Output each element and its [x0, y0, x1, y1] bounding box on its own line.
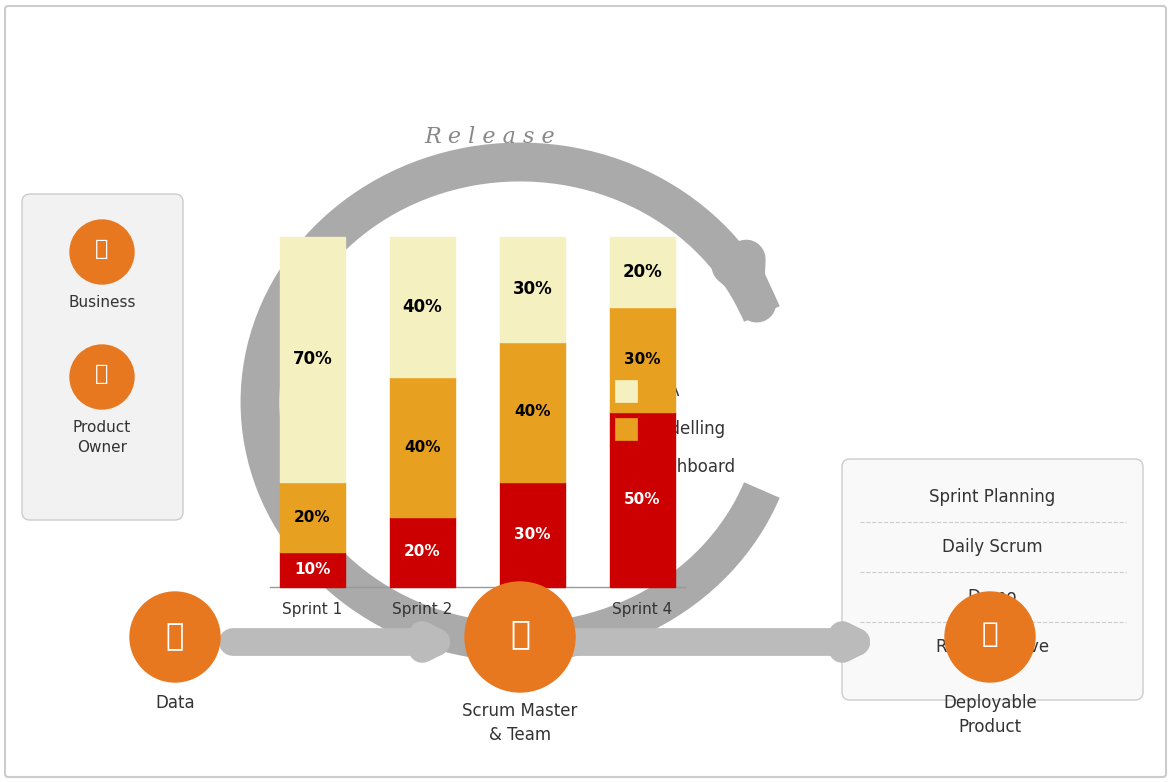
Bar [609, 307, 675, 412]
Text: 50%: 50% [625, 492, 661, 507]
Text: Sprint 4: Sprint 4 [613, 602, 673, 617]
Bar [280, 237, 345, 482]
Bar [280, 552, 345, 587]
Text: 40%: 40% [403, 298, 442, 316]
Text: 30%: 30% [515, 527, 551, 542]
Text: Retrospective: Retrospective [935, 638, 1049, 656]
FancyBboxPatch shape [841, 459, 1143, 700]
Bar [609, 237, 675, 307]
Bar [390, 237, 455, 377]
Text: 30%: 30% [625, 352, 661, 367]
Text: 20%: 20% [622, 263, 662, 281]
Text: 40%: 40% [404, 439, 441, 454]
Text: Sprint 1: Sprint 1 [282, 602, 342, 617]
Text: EDA: EDA [645, 382, 680, 400]
FancyBboxPatch shape [5, 6, 1166, 777]
Text: Data: Data [155, 694, 195, 712]
Text: 30%: 30% [512, 281, 552, 299]
Text: Product
Owner: Product Owner [73, 420, 131, 455]
FancyBboxPatch shape [22, 194, 183, 520]
Text: 20%: 20% [404, 544, 441, 559]
Text: 👥: 👥 [95, 239, 109, 259]
Text: Sprint 3: Sprint 3 [503, 602, 563, 617]
Text: Demo: Demo [967, 588, 1017, 606]
Circle shape [130, 592, 220, 682]
Text: Modelling: Modelling [645, 420, 725, 438]
Text: 💰: 💰 [982, 620, 999, 648]
Bar [390, 517, 455, 587]
Text: 📄: 📄 [166, 622, 184, 651]
Bar [609, 412, 675, 587]
Bar [615, 418, 638, 440]
Text: 40%: 40% [515, 404, 551, 419]
Text: Dashboard: Dashboard [645, 458, 735, 476]
Text: 👤: 👤 [95, 364, 109, 384]
Circle shape [465, 582, 575, 692]
Bar [500, 342, 565, 482]
Bar [390, 377, 455, 517]
Bar [280, 482, 345, 552]
Circle shape [70, 345, 134, 409]
Text: 10%: 10% [294, 562, 331, 577]
Bar [500, 482, 565, 587]
Bar [615, 380, 638, 402]
Text: Deployable
Product: Deployable Product [943, 694, 1037, 736]
Text: 70%: 70% [293, 350, 333, 368]
Text: R e l e a s e: R e l e a s e [424, 126, 556, 148]
Text: Sprint Planning: Sprint Planning [929, 488, 1055, 506]
Text: Scrum Master
& Team: Scrum Master & Team [462, 702, 578, 744]
Bar [615, 456, 638, 478]
Text: 20%: 20% [294, 510, 331, 525]
Text: 👥: 👥 [510, 618, 530, 651]
Bar [500, 237, 565, 342]
Text: Sprint 2: Sprint 2 [393, 602, 452, 617]
Text: Business: Business [68, 295, 136, 310]
Circle shape [70, 220, 134, 284]
Circle shape [945, 592, 1035, 682]
Text: Daily Scrum: Daily Scrum [941, 538, 1042, 556]
